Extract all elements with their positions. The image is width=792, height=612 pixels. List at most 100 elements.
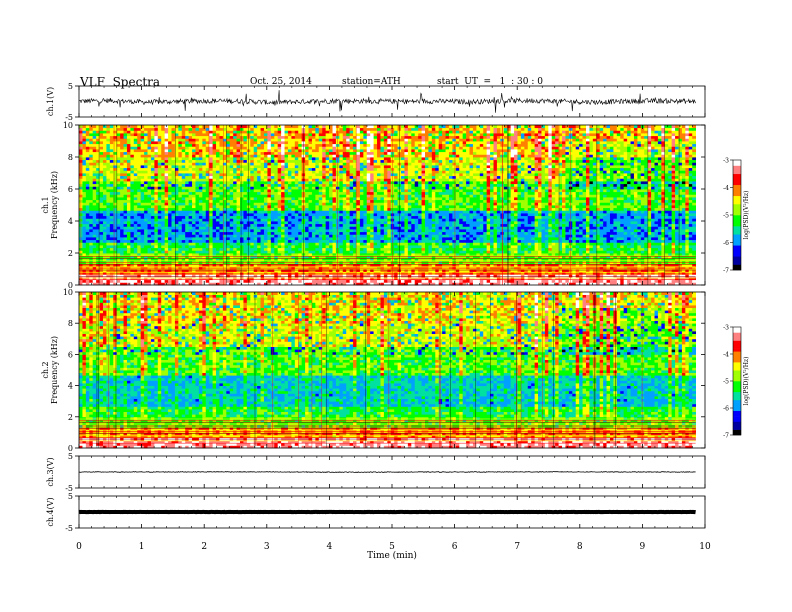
- ch1-spectrogram-panel-cell: [633, 269, 638, 273]
- ch1-spectrogram-panel-cell: [572, 269, 577, 273]
- ch1-spectrogram-panel-cell: [133, 215, 138, 219]
- ch1-spectrogram-panel-cell: [565, 255, 570, 259]
- ch1-spectrogram-panel-cell: [281, 221, 285, 225]
- ch1-spectrogram-panel-cell: [668, 242, 673, 246]
- ch1-spectrogram-panel-cell: [527, 258, 532, 262]
- ch1-spectrogram-panel-cell: [332, 282, 337, 286]
- ch1-spectrogram-panel-cell: [435, 242, 440, 246]
- ch1-spectrogram-panel-cell: [445, 215, 450, 219]
- ch1-spectrogram-panel-cell: [270, 271, 275, 275]
- ch1-spectrogram-panel-cell: [668, 213, 673, 217]
- ch1-spectrogram-panel-cell: [291, 215, 296, 219]
- ch1-spectrogram-panel-cell: [394, 247, 398, 251]
- ch1-spectrogram-panel-cell: [222, 263, 227, 267]
- ch1-spectrogram-panel-cell: [294, 263, 299, 267]
- ch1-spectrogram-panel-cell: [209, 226, 213, 230]
- ch1-spectrogram-panel-cell: [270, 258, 275, 262]
- ch1-spectrogram-panel-cell: [418, 269, 422, 273]
- ch1-spectrogram-panel-cell: [192, 279, 196, 283]
- ch1-spectrogram-panel-cell: [469, 279, 474, 283]
- ch1-spectrogram-panel-cell: [469, 218, 474, 222]
- ch1-spectrogram-panel-cell: [123, 255, 128, 259]
- ch1-spectrogram-panel-cell: [284, 282, 289, 286]
- ch1-spectrogram-panel-cell: [531, 245, 536, 249]
- ch1-spectrogram-panel-cell: [562, 277, 566, 281]
- ch1-spectrogram-panel-cell: [664, 215, 669, 219]
- ch1-spectrogram-panel-cell: [281, 237, 285, 241]
- ch1-spectrogram-panel-cell: [520, 218, 525, 222]
- ch1-spectrogram-panel-cell: [544, 282, 549, 286]
- ch1-spectrogram-panel-cell: [510, 279, 515, 283]
- ch1-spectrogram-panel-cell: [236, 215, 241, 219]
- ch1-spectrogram-panel-cell: [394, 258, 398, 262]
- ch1-spectrogram-panel-cell: [325, 253, 330, 257]
- ch1-spectrogram-panel-cell: [305, 231, 309, 235]
- ch1-spectrogram-panel-cell: [579, 263, 583, 267]
- ch1-spectrogram-panel-cell: [596, 229, 601, 233]
- ch1-spectrogram-panel-cell: [448, 221, 453, 225]
- ch1-spectrogram-panel-cell: [212, 247, 217, 251]
- ch1-spectrogram-panel-cell: [315, 258, 320, 262]
- ch1-spectrogram-panel-cell: [657, 237, 662, 241]
- ch1-spectrogram-panel-cell: [472, 250, 477, 254]
- ch1-spectrogram-panel-cell: [548, 253, 553, 257]
- ch1-spectrogram-panel-cell: [421, 245, 426, 249]
- ch1-spectrogram-panel-cell: [161, 231, 166, 235]
- ch1-spectrogram-panel-cell: [455, 258, 460, 262]
- ch1-spectrogram-panel-cell: [651, 226, 655, 230]
- ch1-spectrogram-panel-cell: [401, 279, 405, 283]
- ch1-spectrogram-panel-cell: [363, 279, 368, 283]
- ch1-spectrogram-panel-cell: [96, 250, 100, 254]
- ch1-spectrogram-panel-cell: [599, 223, 604, 227]
- ch1-spectrogram-panel-cell: [452, 245, 457, 249]
- ch1-spectrogram-panel-cell: [174, 282, 179, 286]
- ch1-spectrogram-panel-cell: [596, 253, 601, 257]
- ch1-spectrogram-panel-cell: [219, 229, 224, 233]
- ch1-spectrogram-panel-cell: [89, 269, 94, 273]
- ch1-spectrogram-panel-cell: [82, 213, 87, 217]
- ch1-spectrogram-panel-cell: [185, 231, 190, 235]
- ch1-spectrogram-panel-cell: [469, 274, 474, 278]
- ch1-spectrogram-panel-cell: [342, 277, 347, 281]
- ch1-spectrogram-panel-cell: [445, 253, 450, 257]
- ch1-spectrogram-panel-cell: [496, 226, 501, 230]
- ch1-spectrogram-panel-cell: [226, 218, 231, 222]
- ch1-spectrogram-panel-cell: [250, 274, 255, 278]
- ch1-spectrogram-panel-cell: [606, 231, 611, 235]
- ch1-spectrogram-panel-cell: [339, 250, 344, 254]
- ch1-spectrogram-panel-cell: [82, 279, 87, 283]
- ch1-spectrogram-panel-cell: [644, 245, 649, 249]
- ch1-spectrogram-panel-cell: [140, 250, 145, 254]
- ch1-spectrogram-panel-cell: [284, 221, 289, 225]
- ch1-spectrogram-panel-cell: [298, 258, 303, 262]
- ch1-spectrogram-panel-cell: [243, 271, 248, 275]
- ch1-spectrogram-panel-cell: [414, 226, 419, 230]
- ch1-spectrogram-panel-cell: [342, 239, 347, 243]
- ch1-spectrogram-panel-cell: [472, 213, 477, 217]
- ch1-spectrogram-panel-cell: [558, 245, 563, 249]
- ch1-spectrogram-panel-cell: [339, 231, 344, 235]
- ch1-spectrogram-panel-cell: [329, 279, 333, 283]
- ch1-spectrogram-panel-cell: [640, 245, 645, 249]
- ch1-spectrogram-panel-cell: [133, 226, 138, 230]
- ch1-spectrogram-panel-cell: [240, 250, 244, 254]
- ch1-spectrogram-panel-cell: [664, 242, 669, 246]
- ch1-spectrogram-panel-cell: [147, 253, 152, 257]
- ch1-spectrogram-panel-cell: [305, 253, 309, 257]
- ch1-spectrogram-panel-cell: [654, 242, 659, 246]
- ch1-spectrogram-panel-cell: [164, 229, 169, 233]
- ch1-spectrogram-panel-cell: [517, 237, 522, 241]
- ch1-spectrogram-panel-cell: [517, 229, 522, 233]
- ch1-spectrogram-panel-cell: [274, 245, 279, 249]
- ch1-spectrogram-panel-cell: [106, 242, 111, 246]
- ch1-spectrogram-panel-cell: [589, 277, 594, 281]
- ch1-spectrogram-panel-cell: [109, 229, 114, 233]
- ch1-spectrogram-panel-cell: [544, 229, 549, 233]
- ch1-spectrogram-panel-cell: [222, 226, 227, 230]
- ch1-spectrogram-panel-cell: [507, 271, 512, 275]
- ch1-spectrogram-panel-cell: [325, 239, 330, 243]
- ch1-spectrogram-panel-cell: [133, 242, 138, 246]
- ch1-spectrogram-panel-cell: [613, 263, 618, 267]
- ch1-spectrogram-panel-cell: [140, 247, 145, 251]
- ch1-spectrogram-panel-cell: [555, 282, 559, 286]
